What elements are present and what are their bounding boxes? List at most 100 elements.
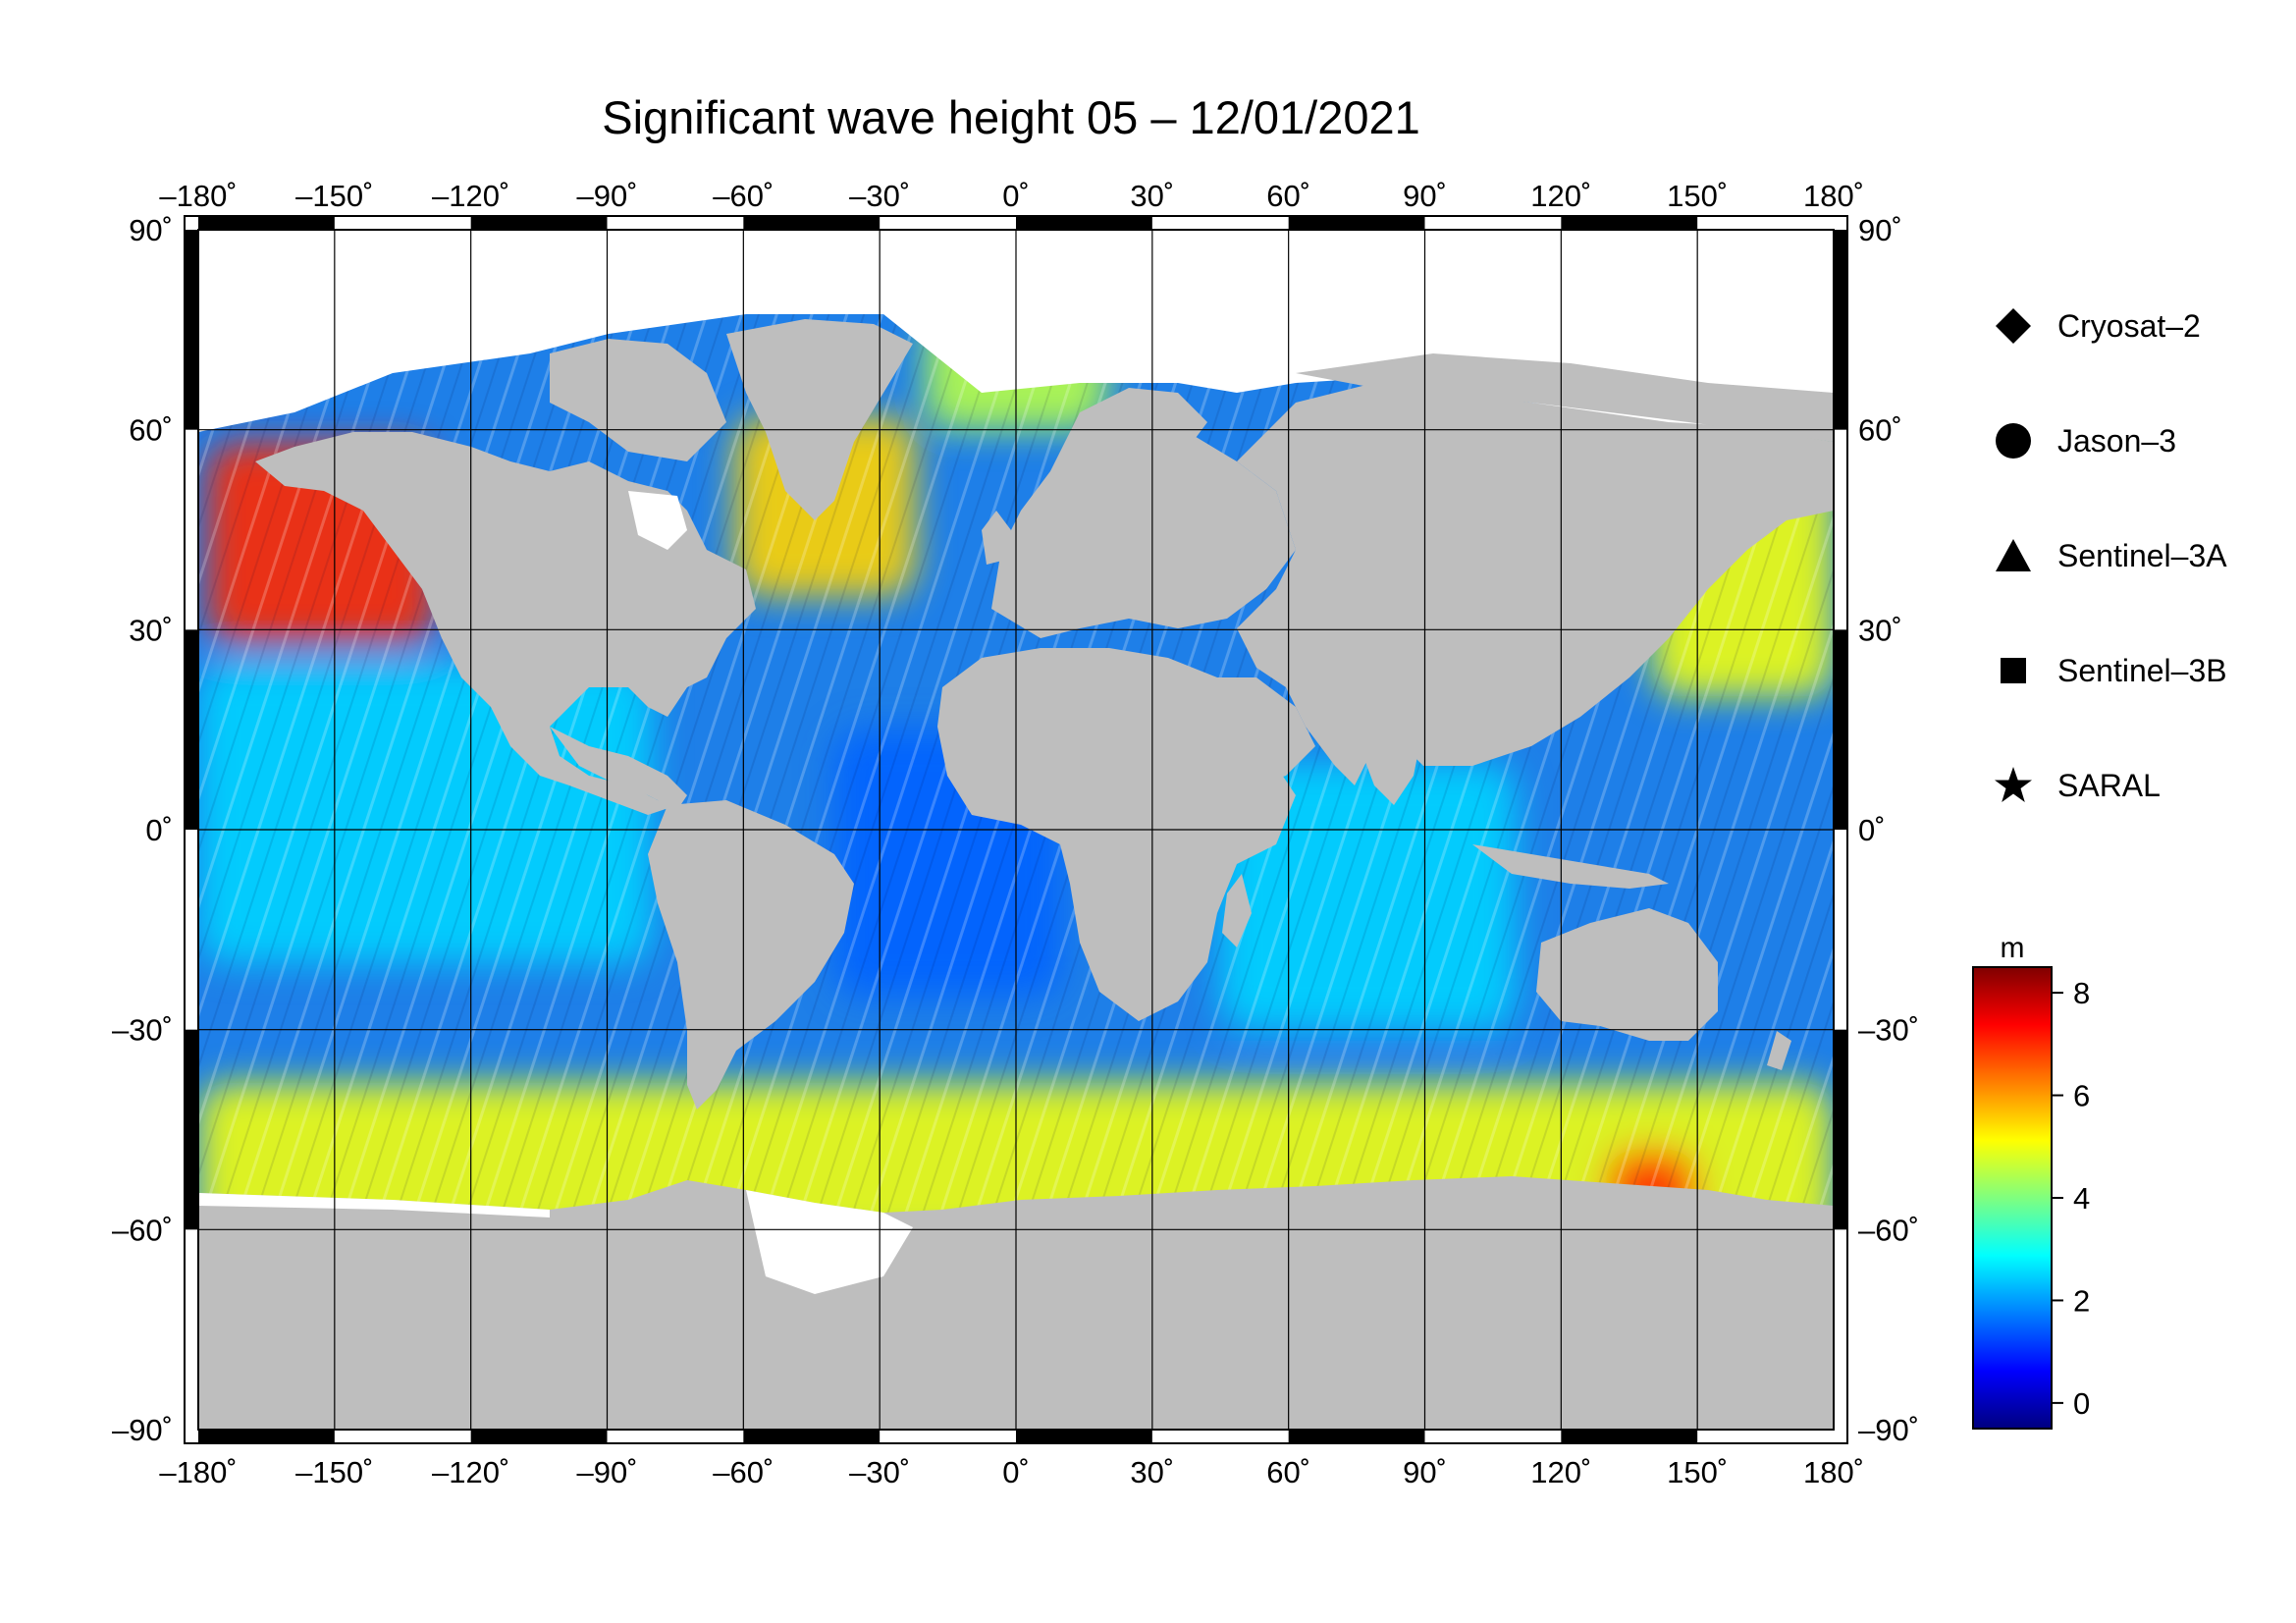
lon-tick-label: 120˚ [1530,1455,1591,1489]
lon-tick-label: –60˚ [713,1455,774,1489]
frame-bar [198,1430,335,1443]
frame-bar [1834,1029,1847,1230]
lat-tick-label: –30˚ [1858,1013,1919,1048]
frame-bar [470,216,608,230]
colorbar-unit: m [2001,932,2025,964]
frame-bar [1288,1430,1425,1443]
lat-tick-label: –90˚ [112,1413,173,1447]
triangle-icon [1993,535,2034,576]
colorbar-tick-label: 2 [2073,1283,2090,1318]
frame-bar [470,1430,608,1443]
frame-bar [743,216,881,230]
legend-item-sentinel3b: Sentinel–3B [1993,641,2227,700]
graticule [198,230,1834,1430]
lon-tick-label: 180˚ [1803,1455,1864,1489]
scandinavia [1050,388,1207,491]
lat-tick-label: –30˚ [112,1013,173,1048]
frame-bar [1834,230,1847,430]
lon-tick-label: 90˚ [1403,179,1447,213]
arabia [1217,677,1315,785]
lon-tick-label: 30˚ [1130,179,1174,213]
lon-tick-label: –90˚ [576,1455,637,1489]
lon-tick-label: –30˚ [849,1455,910,1489]
lon-tick-label: 150˚ [1667,1455,1728,1489]
lat-tick-label: –60˚ [1858,1213,1919,1247]
india [1355,687,1423,805]
lon-tick-label: –60˚ [713,179,774,213]
frame-bar [1561,1430,1698,1443]
frame-bar [185,629,198,830]
colorbar-tick-label: 6 [2073,1079,2090,1113]
frame-bar [1288,216,1425,230]
page-title: Significant wave height 05 – 12/01/2021 [602,91,1420,143]
lat-tick-label: 0˚ [145,813,173,847]
greenland [726,319,913,520]
colorbar-tick-label: 0 [2073,1386,2090,1421]
new-zealand [1767,1031,1791,1070]
lat-tick-label: 30˚ [129,613,173,647]
legend-label: SARAL [2057,767,2161,803]
antarctic-ice [746,1190,913,1294]
lon-tick-label: 60˚ [1266,1455,1310,1489]
longitude-ticks-bottom: –180˚ –150˚ –120˚ –90˚ –60˚ –30˚ 0˚ 30˚ 60˚ 90˚ 12… [159,1455,1864,1489]
legend-label: Sentinel–3A [2057,537,2227,573]
lon-tick-label: –180˚ [159,179,237,213]
frame-bar [1016,216,1152,230]
lat-tick-label: 60˚ [1858,413,1902,448]
diamond-icon [1993,305,2034,347]
africa [937,648,1296,1021]
arctic-land-russia [1296,353,1834,442]
lon-tick-label: –150˚ [295,179,373,213]
lat-tick-label: 90˚ [1858,213,1902,247]
legend-item-cryosat: Cryosat–2 [1993,297,2201,355]
legend-label: Sentinel–3B [2057,652,2227,688]
asia [1237,383,1834,785]
lon-tick-label: –120˚ [432,1455,509,1489]
lat-tick-label: 90˚ [129,213,173,247]
colorbar: m 0 2 4 6 8 [1972,932,2090,1430]
lon-tick-label: 90˚ [1403,1455,1447,1489]
frame-bar [198,216,335,230]
hudson-bay [628,491,687,550]
lon-tick-label: –150˚ [295,1455,373,1489]
legend-item-jason: Jason–3 [1993,411,2176,470]
frame-bar [1834,629,1847,830]
british-isles [982,511,1011,565]
lon-tick-label: –30˚ [849,179,910,213]
legend-label: Cryosat–2 [2057,307,2201,344]
circle-icon [1993,420,2034,461]
arctic-archipelago [550,339,726,461]
frame-bar [185,1029,198,1230]
frame-bar [743,1430,881,1443]
square-icon [1993,650,2034,691]
lat-tick-label: 0˚ [1858,813,1886,847]
lon-tick-label: 180˚ [1803,179,1864,213]
lon-tick-label: 0˚ [1002,1455,1030,1489]
legend-item-sentinel3a: Sentinel–3A [1993,526,2227,585]
frame-bar [1561,216,1698,230]
north-america [255,432,756,815]
lon-tick-label: 30˚ [1130,1455,1174,1489]
lat-tick-label: 30˚ [1858,613,1902,647]
madagascar [1222,874,1252,947]
frame-bar [1016,1430,1152,1443]
antarctic-ice-shelf [198,1193,550,1217]
lat-tick-label: –90˚ [1858,1413,1919,1447]
legend-label: Jason–3 [2057,422,2176,459]
indonesia [1472,844,1669,889]
legend-item-saral: SARAL [1993,756,2161,815]
south-america [648,800,854,1109]
lon-tick-label: 0˚ [1002,179,1030,213]
colorbar-scale [1972,966,2053,1430]
lon-tick-label: 150˚ [1667,179,1728,213]
colorbar-tick-label: 4 [2073,1181,2090,1216]
australia [1536,908,1718,1041]
lat-tick-label: 60˚ [129,413,173,448]
lon-tick-label: –90˚ [576,179,637,213]
latitude-ticks-right: 90˚ 60˚ 30˚ 0˚ –30˚ –60˚ –90˚ [1858,213,1919,1447]
lon-tick-label: –120˚ [432,179,509,213]
lon-tick-label: 60˚ [1266,179,1310,213]
central-america [550,727,687,810]
frame-bar [185,230,198,430]
